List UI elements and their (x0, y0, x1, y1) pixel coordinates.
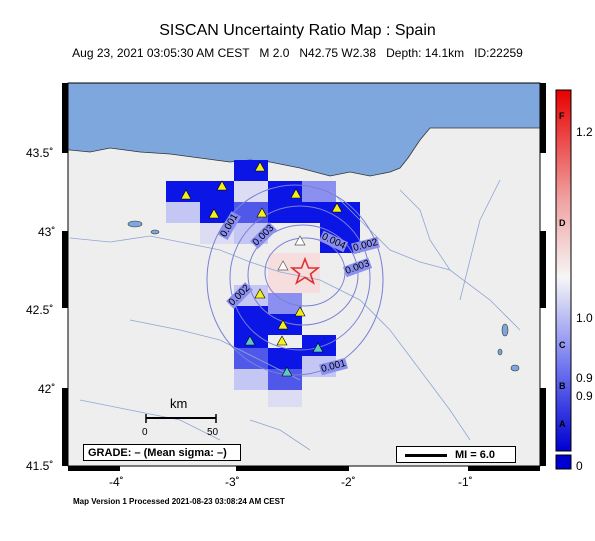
lat-label: 42.5˚ (26, 303, 54, 317)
lon-label: -1˚ (458, 475, 473, 489)
scale-tick-label: 0 (142, 427, 148, 438)
triangle-icon (216, 180, 228, 191)
map-version-footer: Map Version 1 Processed 2021-08-23 03:08… (73, 497, 285, 506)
mi-legend: MI = 6.0 (396, 446, 516, 463)
grid-cell (166, 202, 200, 223)
stations (180, 161, 343, 377)
colorbar-value: 0.9 (576, 371, 593, 385)
scale-bar (145, 414, 217, 423)
grid-cell (200, 181, 234, 202)
colorbar-value: 1.0 (576, 311, 593, 325)
triangle-icon (276, 335, 288, 346)
grid-cell (166, 181, 200, 202)
lat-label: 43.5˚ (26, 146, 54, 160)
lon-label: -3˚ (225, 475, 240, 489)
grid-cell (200, 202, 234, 223)
grid-cell (268, 390, 302, 407)
grid-cell (234, 369, 268, 390)
mi-bar (405, 454, 447, 457)
grid-cell (268, 293, 302, 314)
grid-cell (234, 202, 268, 223)
map-title: SISCAN Uncertainty Ratio Map : Spain (159, 22, 436, 39)
triangle-icon (254, 288, 266, 299)
rivers (69, 179, 521, 451)
triangle-icon (208, 208, 220, 219)
colorbar-letter: A (559, 419, 566, 429)
frame-ticks (62, 83, 546, 471)
colorbar-letter: C (559, 340, 566, 350)
lakes (127, 220, 520, 372)
grid-cell (268, 369, 302, 390)
triangle-icon (294, 306, 306, 317)
grid-cell (336, 202, 360, 223)
triangle-icon (254, 161, 266, 172)
triangle-icon (331, 202, 343, 213)
grid-cell (268, 348, 302, 369)
grid-cell (234, 348, 268, 369)
colorbar (555, 89, 572, 452)
event-info: Aug 23, 2021 03:05:30 AM CEST M 2.0 N42.… (72, 46, 523, 60)
lon-label: -2˚ (341, 475, 356, 489)
colorbar-min-swatch (555, 454, 572, 470)
lat-label: 41.5˚ (26, 459, 54, 473)
grid-cell (302, 202, 336, 223)
lat-label: 42˚ (38, 382, 56, 396)
lon-label: -4˚ (109, 475, 124, 489)
grid-cell (234, 181, 268, 202)
triangle-icon (244, 335, 256, 346)
triangle-icon (281, 366, 293, 377)
triangle-icon (277, 319, 289, 330)
colorbar-letter: D (559, 218, 566, 228)
star-icon (289, 256, 321, 285)
triangle-icon (312, 342, 324, 353)
scale-unit: km (170, 396, 188, 411)
grid-cell (234, 306, 268, 327)
grade-box: GRADE: – (Mean sigma: –) (83, 444, 241, 461)
scale-tick-label: 50 (207, 427, 219, 438)
triangle-icon (277, 260, 289, 271)
triangle-icon (290, 188, 302, 199)
triangle-icon (256, 207, 268, 218)
colorbar-value: 0 (576, 459, 583, 473)
colorbar-value: 0.9 (576, 389, 593, 403)
grid-cell (302, 181, 336, 202)
colorbar-value: 1.2 (576, 125, 593, 139)
grid-cell (268, 202, 302, 223)
triangle-icon (294, 235, 306, 246)
colorbar-letter: B (559, 381, 566, 391)
mi-label: MI = 6.0 (455, 449, 496, 461)
lat-label: 43˚ (38, 225, 56, 239)
triangle-icon (180, 189, 192, 200)
colorbar-letter: F (559, 111, 565, 121)
sea-area (67, 82, 541, 177)
